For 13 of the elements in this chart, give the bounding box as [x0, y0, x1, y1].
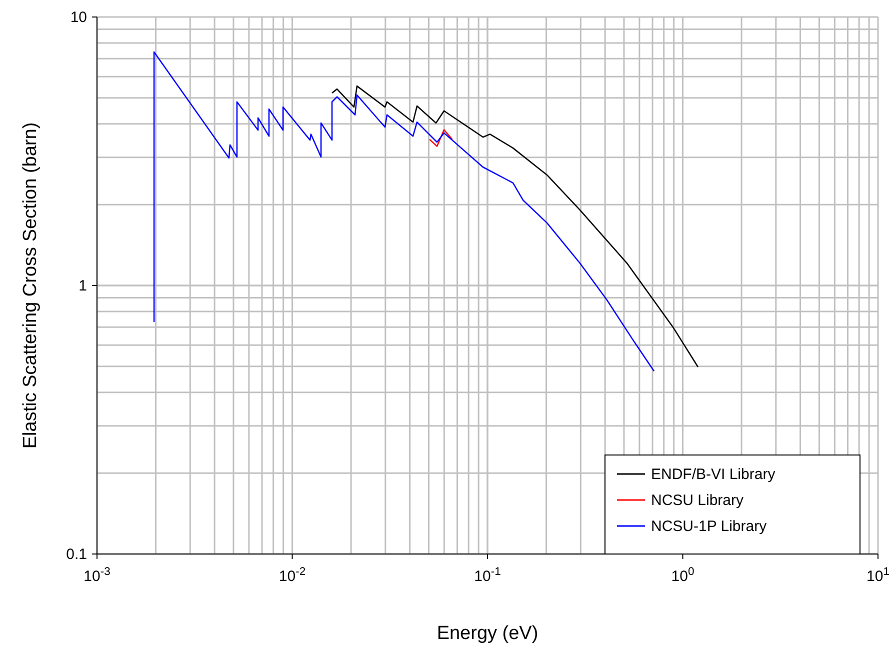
- x-axis-title: Energy (eV): [436, 623, 538, 644]
- y-axis-title: Elastic Scattering Cross Section (barn): [20, 122, 41, 449]
- legend-label: NCSU Library: [651, 492, 744, 509]
- x-tick-label: 10$^{-1}$: [474, 566, 501, 585]
- y-tick-label: 0.1: [66, 546, 87, 563]
- x-tick-label: 10$^{-2}$: [278, 566, 306, 585]
- x-tick-label: 10$^{0}$: [671, 566, 694, 585]
- legend-label: NCSU-1P Library: [651, 518, 768, 535]
- x-tick-label: 10$^{-3}$: [84, 566, 110, 585]
- y-tick-label: 1: [78, 278, 87, 294]
- y-tick-label: 10: [70, 9, 87, 26]
- x-tick-label: 10$^{1}$: [866, 566, 890, 585]
- legend-label: ENDF/B-VI Library: [651, 466, 776, 483]
